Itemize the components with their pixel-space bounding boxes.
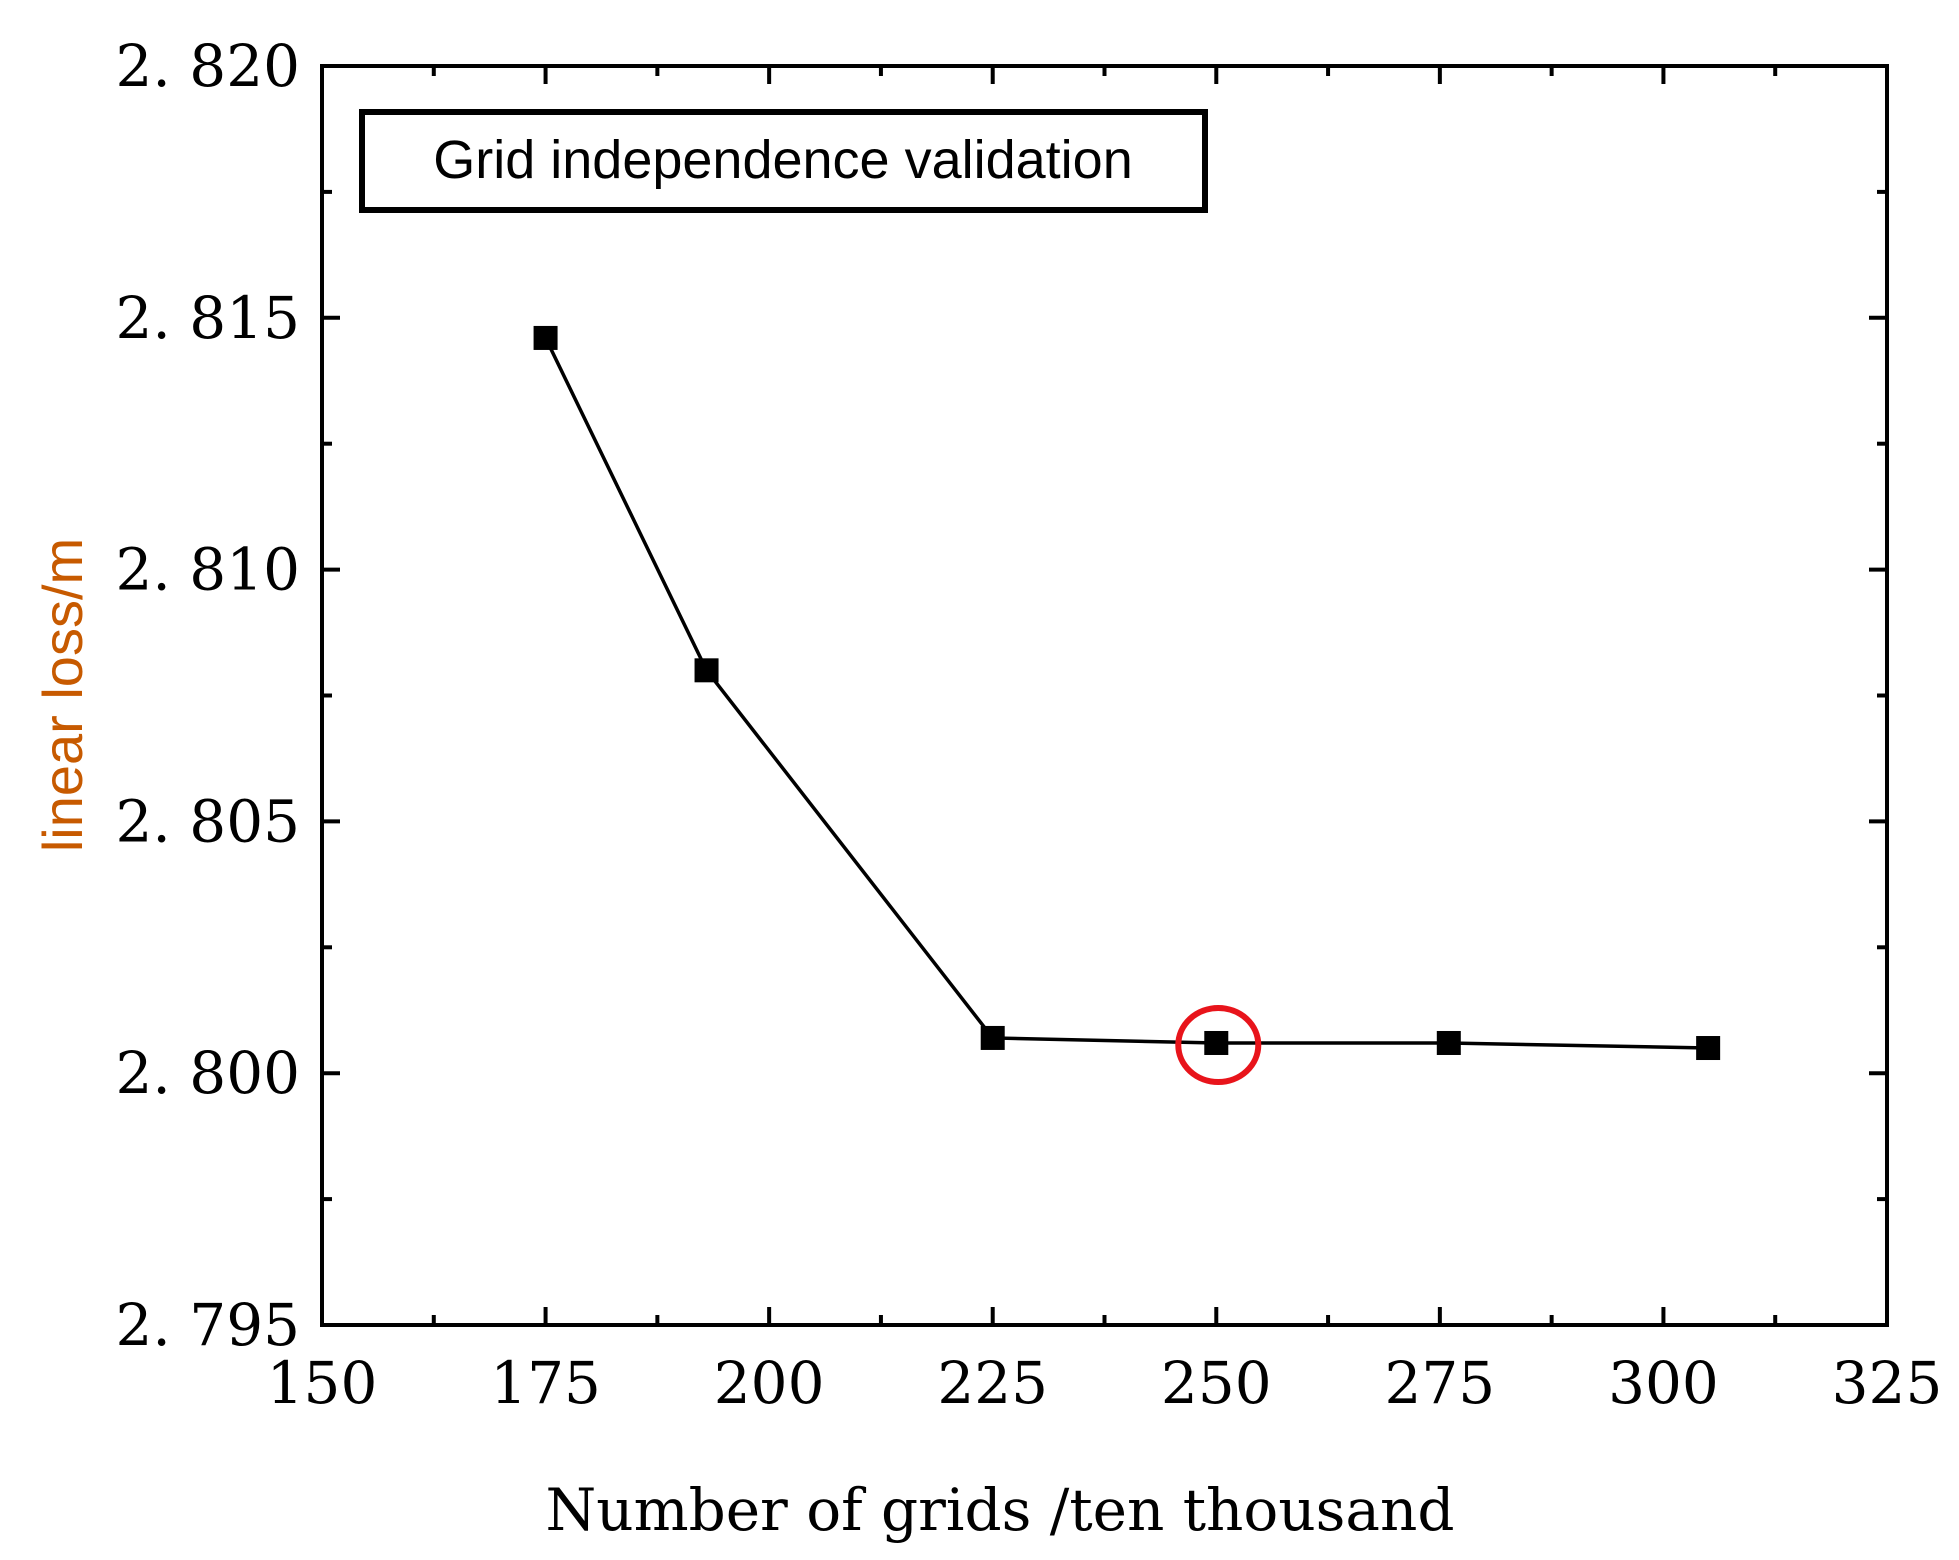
x-axis-title: Number of grids /ten thousand [546, 1476, 1455, 1544]
y-tick-label: 2. 805 [116, 787, 300, 855]
x-tick-label: 325 [1832, 1349, 1943, 1417]
x-tick-label: 300 [1608, 1349, 1719, 1417]
y-tick-label: 2. 820 [116, 32, 300, 100]
x-tick-label: 150 [267, 1349, 378, 1417]
y-tick-label: 2. 795 [116, 1291, 300, 1359]
y-tick-label: 2. 815 [116, 284, 300, 352]
y-tick-label: 2. 800 [116, 1039, 300, 1107]
x-tick-label: 225 [937, 1349, 1048, 1417]
x-tick-label: 275 [1384, 1349, 1495, 1417]
x-tick-label: 175 [490, 1349, 601, 1417]
x-tick-label: 250 [1161, 1349, 1272, 1417]
y-axis-title: linear loss/m [31, 538, 94, 852]
x-tick-label: 200 [714, 1349, 825, 1417]
data-point [533, 325, 558, 350]
data-series [533, 325, 1721, 1085]
plot-frame [320, 64, 1889, 1327]
data-point [1204, 1030, 1229, 1055]
axis-ticks [320, 64, 1889, 1327]
series-line [543, 337, 1709, 1050]
data-point [1696, 1036, 1721, 1061]
y-tick-label: 2. 810 [116, 536, 300, 604]
chart-title: Grid independence validation [433, 130, 1133, 190]
highlight-circle [1175, 1004, 1262, 1085]
data-point [1436, 1030, 1461, 1055]
data-point [694, 658, 719, 683]
axis-tick-labels: 150 175 200 225 250 275 300 325 2. 795 2. 800 2. 8… [116, 32, 1943, 1417]
title-box [359, 109, 1208, 213]
data-point [980, 1025, 1005, 1050]
